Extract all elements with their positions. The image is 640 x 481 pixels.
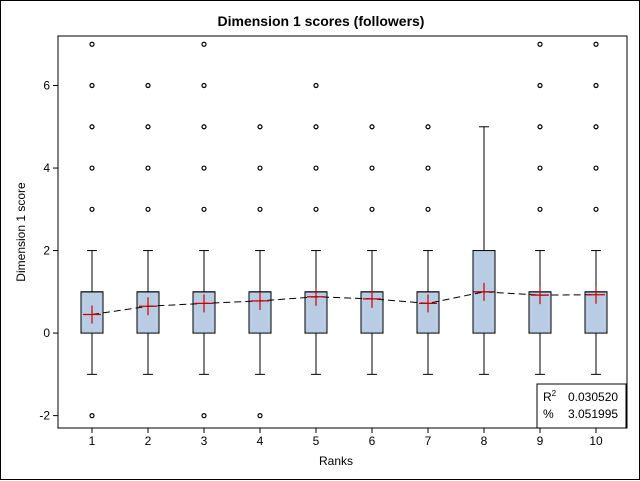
x-tick-label: 5	[313, 434, 320, 448]
outlier-point	[593, 206, 599, 212]
outlier-point	[145, 206, 151, 212]
outlier-point	[369, 165, 375, 171]
y-tick-label: 0	[43, 326, 50, 340]
y-tick-label: 4	[43, 161, 50, 175]
outlier-point	[89, 82, 95, 89]
outlier-point	[89, 206, 95, 212]
x-tick-label: 9	[537, 434, 544, 448]
plot-area	[57, 35, 628, 429]
stats-inset: R2 0.030520 % 3.051995	[536, 383, 627, 429]
outlier-point	[537, 82, 543, 89]
outlier-point	[89, 413, 95, 419]
outlier-point	[425, 124, 431, 130]
outlier-point	[369, 206, 375, 212]
outlier-point	[593, 41, 599, 47]
outlier-point	[369, 124, 375, 130]
outlier-point	[593, 124, 599, 130]
outlier-point	[257, 124, 263, 130]
outlier-point	[145, 82, 151, 89]
outlier-point	[201, 165, 207, 171]
outlier-point	[537, 41, 543, 47]
outlier-point	[257, 413, 263, 419]
x-tick-label: 8	[481, 434, 488, 448]
outlier-point	[425, 206, 431, 212]
outlier-point	[145, 124, 151, 130]
outlier-point	[89, 165, 95, 171]
x-tick-label: 6	[369, 434, 376, 448]
outlier-point	[313, 82, 319, 89]
x-tick-label: 3	[201, 434, 208, 448]
outlier-point	[537, 165, 543, 171]
outlier-point	[201, 413, 207, 419]
outlier-point	[201, 124, 207, 130]
y-axis-label: Dimension 1 score	[14, 182, 28, 282]
outlier-point	[537, 206, 543, 212]
x-tick-label: 10	[589, 434, 603, 448]
pct-label: %	[543, 407, 554, 421]
outlier-point	[257, 206, 263, 212]
outlier-point	[313, 124, 319, 130]
outlier-point	[537, 124, 543, 130]
x-tick-label: 1	[89, 434, 96, 448]
outlier-point	[145, 165, 151, 171]
outlier-point	[593, 165, 599, 171]
y-tick-label: 2	[43, 244, 50, 258]
x-tick-label: 4	[257, 434, 264, 448]
outlier-point	[313, 165, 319, 171]
outlier-point	[593, 82, 599, 89]
stats-box	[536, 383, 627, 429]
outlier-point	[257, 165, 263, 171]
outlier-point	[313, 206, 319, 212]
mean-connect-line	[91, 291, 597, 316]
x-axis-label: Ranks	[319, 454, 353, 468]
r2-label: R2	[543, 389, 557, 404]
outlier-point	[201, 206, 207, 212]
chart-title: Dimension 1 scores (followers)	[218, 13, 425, 29]
pct-value: 3.051995	[568, 407, 618, 421]
outlier-point	[201, 82, 207, 89]
y-tick-label: -2	[39, 409, 50, 423]
outlier-point	[89, 124, 95, 130]
outlier-point	[425, 165, 431, 171]
outlier-point	[201, 41, 207, 47]
y-tick-label: 6	[43, 79, 50, 93]
r2-value: 0.030520	[568, 390, 618, 404]
x-tick-label: 2	[145, 434, 152, 448]
outlier-point	[89, 41, 95, 47]
x-tick-label: 7	[425, 434, 432, 448]
